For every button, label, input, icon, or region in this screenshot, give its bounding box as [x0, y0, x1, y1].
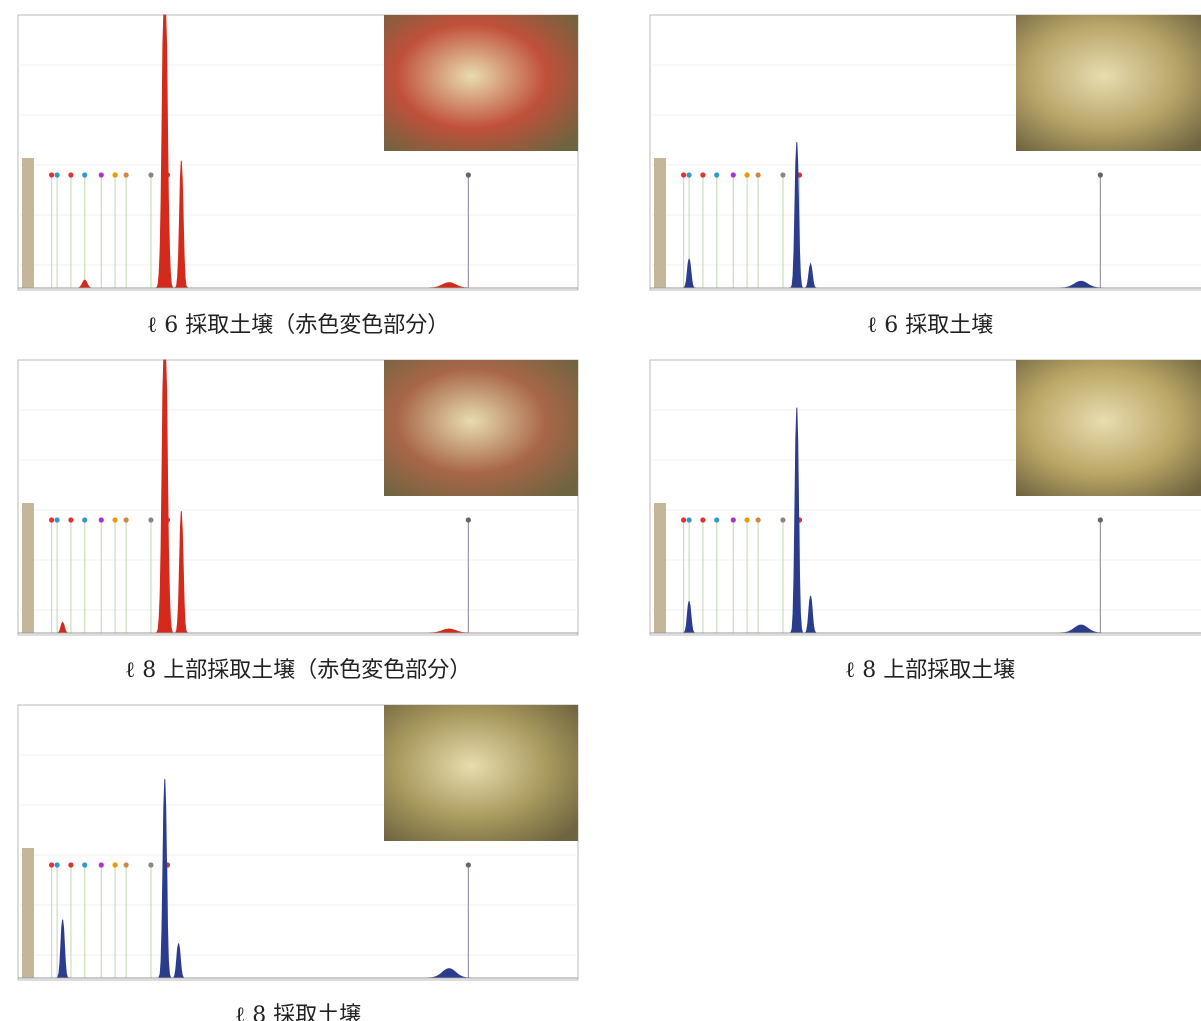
marker-dot [731, 172, 736, 177]
marker-dot [714, 172, 719, 177]
marker-dot [55, 862, 60, 867]
marker-dot [148, 172, 153, 177]
figure-caption: ℓ 8 上部採取土壌（赤色変色部分） [125, 658, 472, 683]
marker-dot [700, 172, 705, 177]
sample-photo [384, 360, 578, 496]
marker-dot [49, 862, 54, 867]
sample-photo [384, 705, 578, 841]
marker-dot [744, 172, 749, 177]
figure-caption: ℓ 6 採取土壌 [867, 313, 994, 338]
marker-dot [780, 517, 785, 522]
marker-dot [681, 517, 686, 522]
marker-dot [49, 517, 54, 522]
marker-dot [112, 862, 117, 867]
marker-dot [82, 862, 87, 867]
marker-dot [82, 517, 87, 522]
marker-dot [687, 172, 692, 177]
marker-dot [68, 862, 73, 867]
figure-page: ℓ 6 採取土壌（赤色変色部分） ℓ 6 採取土壌 ℓ 8 上部採取土壌（赤色変色部… [0, 0, 1201, 1021]
marker-dot [124, 517, 129, 522]
marker-dot [1098, 172, 1103, 177]
marker-dot [466, 862, 471, 867]
marker-dot [756, 172, 761, 177]
low-energy-fill [654, 158, 666, 288]
marker-dot [124, 862, 129, 867]
marker-dot [681, 172, 686, 177]
marker-dot [82, 172, 87, 177]
marker-dot [99, 172, 104, 177]
marker-dot [756, 517, 761, 522]
marker-dot [68, 172, 73, 177]
marker-dot [55, 517, 60, 522]
marker-dot [714, 517, 719, 522]
marker-dot [49, 172, 54, 177]
marker-dot [112, 172, 117, 177]
spectrum-panel [18, 360, 578, 635]
sample-photo [1016, 15, 1201, 151]
marker-dot [148, 517, 153, 522]
figure-caption: ℓ 8 上部採取土壌 [845, 658, 1016, 683]
spectrum-panel [650, 360, 1201, 635]
figure-caption: ℓ 6 採取土壌（赤色変色部分） [147, 313, 450, 338]
spectrum-panel [650, 15, 1201, 290]
spectrum-panel [18, 705, 578, 980]
spectrum-panel [18, 15, 578, 290]
marker-dot [99, 862, 104, 867]
figure-caption: ℓ 8 採取土壌 [235, 1003, 362, 1021]
page: {"figures": [ {"caption": "ℓ 6 採取土壌（赤色変色… [0, 0, 1201, 1021]
marker-dot [780, 172, 785, 177]
marker-dot [744, 517, 749, 522]
marker-dot [687, 517, 692, 522]
low-energy-fill [22, 158, 34, 288]
low-energy-fill [22, 503, 34, 633]
marker-dot [466, 517, 471, 522]
marker-dot [700, 517, 705, 522]
marker-dot [466, 172, 471, 177]
sample-photo [384, 15, 578, 151]
marker-dot [124, 172, 129, 177]
marker-dot [1098, 517, 1103, 522]
marker-dot [68, 517, 73, 522]
marker-dot [55, 172, 60, 177]
sample-photo [1016, 360, 1201, 496]
marker-dot [99, 517, 104, 522]
low-energy-fill [654, 503, 666, 633]
figure-canvas: ℓ 6 採取土壌（赤色変色部分） ℓ 6 採取土壌 ℓ 8 上部採取土壌（赤色変色部… [0, 0, 1201, 1021]
marker-dot [112, 517, 117, 522]
marker-dot [148, 862, 153, 867]
marker-dot [731, 517, 736, 522]
low-energy-fill [22, 848, 34, 978]
